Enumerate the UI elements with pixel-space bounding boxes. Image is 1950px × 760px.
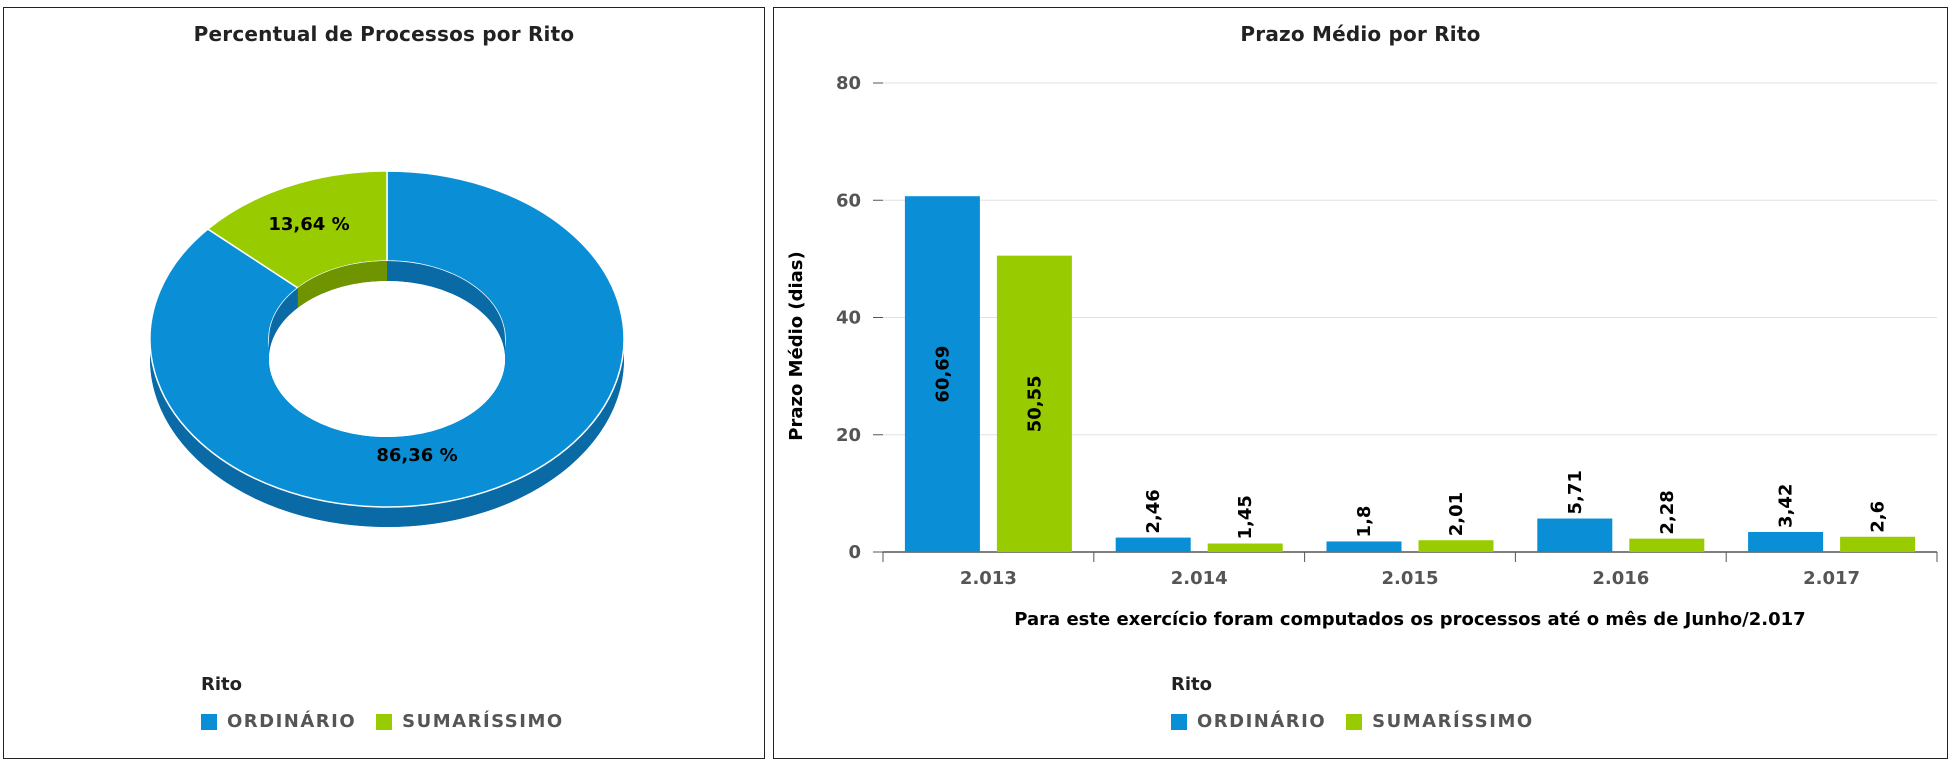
ytick-label-0: 0 — [848, 542, 861, 563]
pie-chart-canvas: 86,36 % 13,64 % — [149, 170, 625, 527]
pie-chart-title: Percentual de Processos por Rito — [193, 22, 575, 46]
legend-label-ordinario: ORDINÁRIO — [1197, 711, 1327, 732]
xtick-label-2.013: 2.013 — [960, 568, 1017, 589]
bar-sumarissimo-2.016[interactable] — [1629, 538, 1705, 552]
bar-label-sumarissimo-2.013: 50,55 — [1024, 375, 1045, 432]
bar-ordinario-2.017[interactable] — [1748, 531, 1824, 552]
bar-chart-title: Prazo Médio por Rito — [1240, 22, 1481, 46]
bar-legend-item-sumarissimo[interactable]: SUMARÍSSIMO — [1346, 711, 1534, 732]
pie-slice-label-0: 86,36 % — [376, 445, 457, 466]
bar-ordinario-2.015[interactable] — [1326, 541, 1402, 552]
ytick-label-40: 40 — [836, 308, 861, 329]
y-axis-title: Prazo Médio (dias) — [786, 251, 807, 441]
pie-legend-title: Rito — [201, 674, 243, 695]
xtick-label-2.017: 2.017 — [1803, 568, 1860, 589]
bar-ordinario-2.016[interactable] — [1537, 518, 1613, 552]
bar-label-sumarissimo-2.016: 2,28 — [1657, 490, 1678, 534]
bar-label-ordinario-2.016: 5,71 — [1565, 470, 1586, 514]
legend-swatch-ordinario — [201, 713, 217, 730]
xtick-label-2.016: 2.016 — [1592, 568, 1649, 589]
pie-hole-center — [269, 281, 505, 437]
pie-legend-item-ordinario[interactable]: ORDINÁRIO — [201, 711, 356, 732]
bar-label-ordinario-2.017: 3,42 — [1776, 484, 1797, 528]
legend-swatch-sumarissimo — [1346, 713, 1363, 730]
pie-legend-item-sumarissimo[interactable]: SUMARÍSSIMO — [376, 711, 564, 732]
bar-sumarissimo-2.014[interactable] — [1207, 543, 1283, 552]
legend-label-ordinario: ORDINÁRIO — [227, 711, 357, 732]
bar-legend-item-ordinario[interactable]: ORDINÁRIO — [1171, 711, 1326, 732]
ytick-label-20: 20 — [836, 425, 861, 446]
pie-chart-panel: Percentual de Processos por Rito 86,36 %… — [3, 7, 765, 759]
bar-label-ordinario-2.014: 2,46 — [1143, 489, 1164, 533]
bar-legend-title: Rito — [1171, 674, 1213, 695]
bar-label-ordinario-2.013: 60,69 — [932, 346, 953, 403]
bar-sumarissimo-2.015[interactable] — [1418, 540, 1494, 552]
x-axis-title: Para este exercício foram computados os … — [1014, 609, 1805, 630]
bar-ordinario-2.013[interactable] — [904, 196, 980, 552]
pie-slice-label-1: 13,64 % — [268, 214, 349, 235]
bar-chart-canvas: 0 20 40 60 80 2.013 60,69 50,55 2.014 2,46 1,45 2.0… — [786, 73, 1938, 630]
legend-label-sumarissimo: SUMARÍSSIMO — [402, 711, 564, 732]
bar-label-ordinario-2.015: 1,8 — [1354, 506, 1375, 538]
bar-legend: Rito ORDINÁRIO SUMARÍSSIMO — [1171, 674, 1534, 732]
bar-label-sumarissimo-2.015: 2,01 — [1446, 492, 1467, 536]
legend-swatch-ordinario — [1171, 713, 1187, 730]
bar-ordinario-2.014[interactable] — [1115, 537, 1191, 552]
legend-label-sumarissimo: SUMARÍSSIMO — [1372, 711, 1534, 732]
bar-chart-panel: Prazo Médio por Rito 0 20 40 60 80 2.013 60,69… — [773, 7, 1948, 759]
xtick-label-2.014: 2.014 — [1171, 568, 1228, 589]
ytick-label-60: 60 — [836, 190, 861, 211]
xtick-label-2.015: 2.015 — [1382, 568, 1439, 589]
bar-sumarissimo-2.017[interactable] — [1840, 536, 1916, 552]
ytick-label-80: 80 — [836, 73, 861, 94]
bar-label-sumarissimo-2.017: 2,6 — [1868, 501, 1889, 533]
pie-legend: Rito ORDINÁRIO SUMARÍSSIMO — [201, 674, 564, 732]
pie-inner-wall-green-top — [297, 261, 387, 308]
legend-swatch-sumarissimo — [376, 713, 393, 730]
bar-label-sumarissimo-2.014: 1,45 — [1235, 495, 1256, 539]
bar-sumarissimo-2.013[interactable] — [996, 255, 1072, 552]
